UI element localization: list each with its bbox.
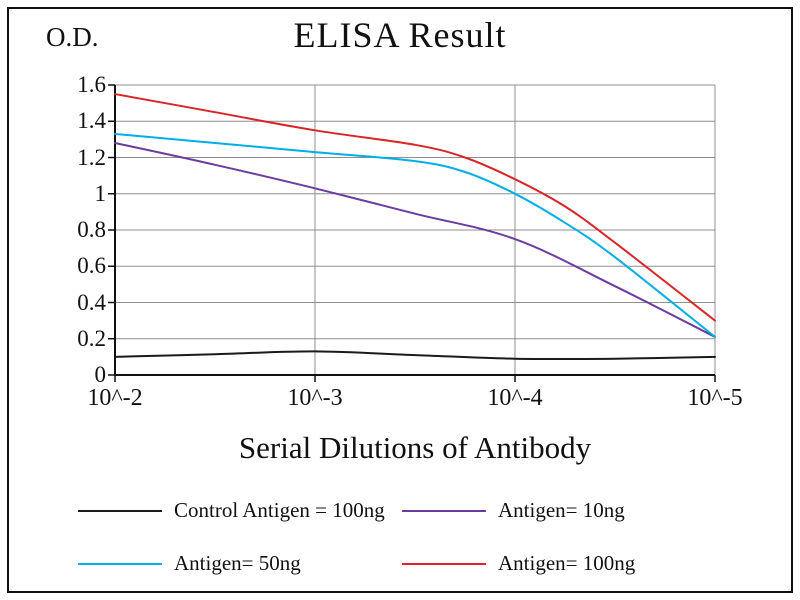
figure-border — [7, 7, 793, 593]
legend-item: Control Antigen = 100ng — [78, 498, 402, 523]
y-tick-label: 0.8 — [77, 217, 106, 242]
x-tick-label: 10^-2 — [87, 385, 143, 411]
legend-swatch — [78, 562, 162, 565]
legend-swatch — [402, 509, 486, 512]
legend-label: Antigen= 10ng — [498, 498, 625, 522]
legend-item: Antigen= 10ng — [402, 498, 726, 523]
y-tick-label: 1 — [94, 180, 107, 206]
legend-swatch — [402, 562, 486, 565]
legend-item: Antigen= 100ng — [402, 551, 726, 576]
legend-swatch — [78, 509, 162, 512]
y-tick-label: 0.2 — [77, 325, 106, 351]
chart-title: ELISA Result — [293, 15, 507, 55]
x-tick-label: 10^-5 — [687, 385, 743, 411]
y-tick-label: 1.4 — [77, 108, 106, 134]
y-tick-label: 0.6 — [77, 253, 106, 279]
x-tick-label: 10^-4 — [487, 385, 543, 411]
legend-label: Antigen= 100ng — [498, 551, 636, 575]
x-tick-label: 10^-3 — [287, 385, 343, 411]
y-tick-label: 0.4 — [77, 289, 106, 315]
legend-item: Antigen= 50ng — [78, 551, 402, 576]
chart-legend: Control Antigen = 100ng Antigen= 10ng An… — [78, 498, 726, 576]
y-axis-title: O.D. — [46, 22, 99, 52]
legend-label: Control Antigen = 100ng — [174, 498, 385, 522]
y-tick-label: 0 — [94, 362, 107, 387]
legend-label: Antigen= 50ng — [174, 551, 301, 575]
y-tick-label: 1.6 — [77, 72, 106, 97]
x-axis-title: Serial Dilutions of Antibody — [238, 430, 592, 465]
y-tick-label: 1.2 — [77, 144, 106, 170]
